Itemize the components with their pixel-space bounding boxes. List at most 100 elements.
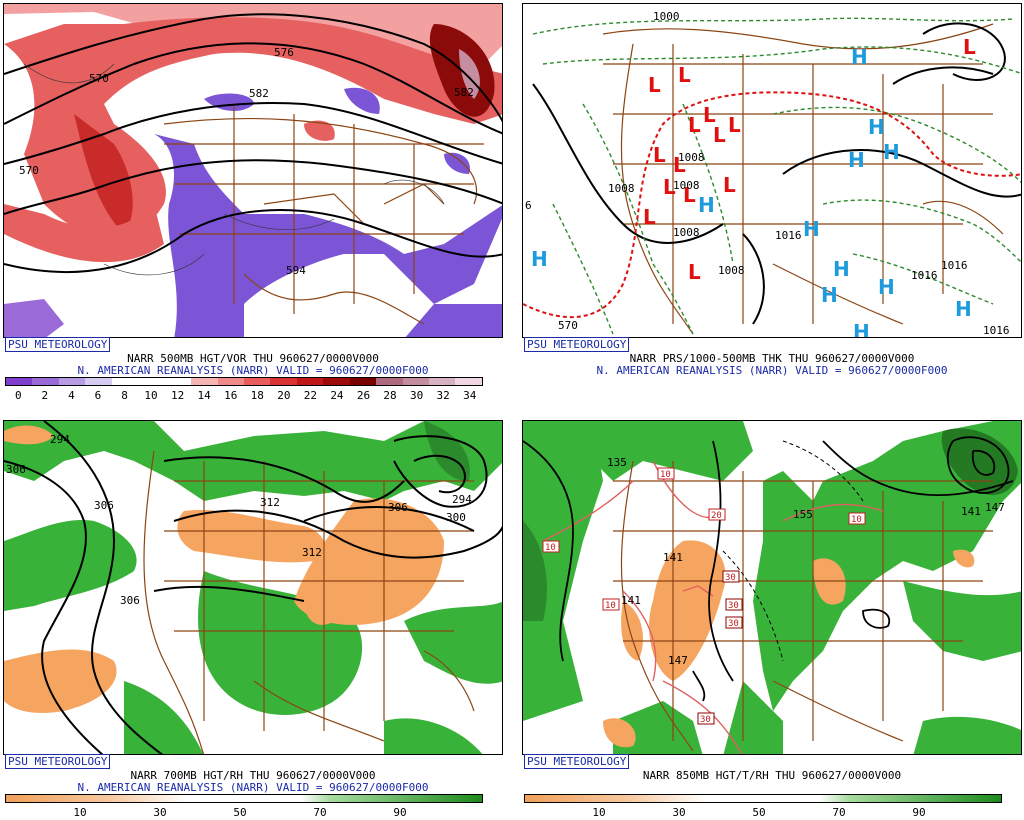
map-850mb-rh: 135 141 147 141 155 141 147 10 10 10 10 … bbox=[522, 420, 1022, 755]
contour-label: 147 bbox=[985, 501, 1005, 514]
vorticity-scale-label: 30 bbox=[409, 389, 424, 402]
high-pressure-marker: H bbox=[868, 115, 885, 139]
high-pressure-marker: H bbox=[931, 337, 948, 338]
high-pressure-marker: H bbox=[878, 275, 895, 299]
contour-label: 570 bbox=[89, 72, 109, 85]
vorticity-scale-label: 34 bbox=[463, 389, 477, 402]
vorticity-scale-swatch bbox=[243, 378, 271, 385]
map-700mb-rh: 294 306 306 312 312 306 306 300 294 bbox=[3, 420, 503, 755]
panel-500mb-vorticity: 570 576 582 570 594 582 PSU METEOROLOGY … bbox=[3, 3, 503, 403]
vorticity-scale-label: 22 bbox=[303, 389, 317, 402]
low-pressure-marker: L bbox=[663, 175, 676, 199]
low-pressure-marker: L bbox=[713, 123, 726, 147]
temperature-label: 30 bbox=[700, 715, 711, 725]
low-pressure-marker: L bbox=[643, 205, 656, 229]
temperature-label: 30 bbox=[728, 619, 739, 629]
contour-label: 1008 bbox=[673, 226, 700, 239]
contour-label: 570 bbox=[19, 164, 39, 177]
high-pressure-marker: H bbox=[955, 297, 972, 321]
vorticity-scale-label: 16 bbox=[224, 389, 238, 402]
vorticity-scale-swatch bbox=[217, 378, 244, 385]
rh-scale-label: 90 bbox=[912, 806, 926, 819]
temperature-label: 10 bbox=[660, 470, 671, 480]
rh-scale-label: 50 bbox=[233, 806, 247, 819]
rh-scale-label: 50 bbox=[752, 806, 766, 819]
temperature-label: 20 bbox=[711, 511, 722, 521]
contour-label: 582 bbox=[454, 86, 474, 99]
vorticity-scale-swatch bbox=[58, 378, 86, 385]
contour-label: 155 bbox=[793, 508, 813, 521]
vorticity-scale-label: 32 bbox=[436, 389, 450, 402]
contour-label: 312 bbox=[302, 546, 322, 559]
vorticity-scale-swatch bbox=[402, 378, 429, 385]
vorticity-scale-swatch bbox=[349, 378, 377, 385]
map-title: NARR 500MB HGT/VOR THU 960627/0000V000 bbox=[127, 352, 379, 365]
contour-label: 1016 bbox=[775, 229, 802, 242]
rh-scale-label: 30 bbox=[153, 806, 167, 819]
vorticity-scale-swatch bbox=[32, 378, 59, 385]
low-pressure-marker: L bbox=[703, 103, 716, 127]
vorticity-scale-swatch bbox=[323, 378, 350, 385]
high-pressure-marker: H bbox=[848, 148, 865, 172]
rh-scale-label: 70 bbox=[313, 806, 327, 819]
contour-label: 312 bbox=[260, 496, 280, 509]
vorticity-scale-swatch bbox=[138, 378, 165, 385]
high-pressure-marker: H bbox=[698, 193, 715, 217]
high-pressure-marker: H bbox=[851, 45, 868, 69]
low-pressure-marker: L bbox=[963, 35, 976, 59]
high-pressure-marker: H bbox=[833, 257, 850, 281]
map-thickness: L L L L L L L L L L L L L L H H H H bbox=[522, 3, 1022, 338]
vorticity-scale-swatch bbox=[164, 378, 192, 385]
rh-scale-label: 30 bbox=[672, 806, 686, 819]
rh-scale-labels: 10 30 50 70 90 bbox=[524, 806, 1002, 819]
rh850-map-graphic: 135 141 147 141 155 141 147 10 10 10 10 … bbox=[523, 421, 1021, 754]
contour-label: 1016 bbox=[941, 259, 968, 272]
temperature-label: 10 bbox=[545, 543, 556, 553]
vorticity-scale-swatch bbox=[6, 378, 33, 385]
contour-label: 141 bbox=[961, 505, 981, 518]
panel-thickness: L L L L L L L L L L L L L L H H H H bbox=[522, 3, 1022, 403]
temperature-label: 10 bbox=[851, 515, 862, 525]
vorticity-scale-swatch bbox=[376, 378, 403, 385]
contour-label: 1008 bbox=[673, 179, 700, 192]
contour-label: 570 bbox=[558, 319, 578, 332]
contour-label: 306 bbox=[120, 594, 140, 607]
psu-meteorology-logo: PSU METEOROLOGY bbox=[5, 754, 111, 769]
vorticity-scale-label: 4 bbox=[68, 389, 75, 402]
low-pressure-marker: L bbox=[723, 173, 736, 197]
high-pressure-marker: H bbox=[821, 283, 838, 307]
high-pressure-marker: H bbox=[883, 140, 900, 164]
rh-scale-label: 10 bbox=[592, 806, 606, 819]
contour-label: 306 bbox=[6, 463, 26, 476]
vorticity-color-scale bbox=[5, 377, 483, 386]
contour-label: 582 bbox=[249, 87, 269, 100]
contour-label: 306 bbox=[388, 501, 408, 514]
low-pressure-marker: L bbox=[653, 143, 666, 167]
psu-meteorology-logo: PSU METEOROLOGY bbox=[5, 337, 111, 352]
reanalysis-line: N. AMERICAN REANALYSIS (NARR) VALID = 96… bbox=[77, 781, 429, 794]
vorticity-scale-swatch bbox=[455, 378, 482, 385]
vorticity-scale-label: 24 bbox=[330, 389, 344, 402]
contour-label: 147 bbox=[668, 654, 688, 667]
reanalysis-line: N. AMERICAN REANALYSIS (NARR) VALID = 96… bbox=[77, 364, 429, 377]
vorticity-scale-label: 28 bbox=[383, 389, 397, 402]
temperature-label: 30 bbox=[725, 573, 736, 583]
vorticity-scale-label: 20 bbox=[277, 389, 291, 402]
contour-label: 1016 bbox=[911, 269, 938, 282]
high-pressure-marker: H bbox=[531, 247, 548, 271]
low-pressure-marker: L bbox=[688, 113, 701, 137]
contour-label: 1016 bbox=[983, 324, 1010, 337]
contour-label: 294 bbox=[452, 493, 472, 506]
rh-color-scale bbox=[5, 794, 483, 803]
contour-label: 135 bbox=[607, 456, 627, 469]
vorticity-scale-label: 0 bbox=[14, 389, 22, 402]
contour-label: 1008 bbox=[718, 264, 745, 277]
map-title: NARR PRS/1000-500MB THK THU 960627/0000V… bbox=[629, 352, 915, 365]
high-pressure-marker: H bbox=[698, 333, 715, 338]
thickness-map-graphic: L L L L L L L L L L L L L L H H H H bbox=[523, 10, 1021, 338]
vorticity-scale-swatch bbox=[429, 378, 456, 385]
temperature-label: 10 bbox=[605, 601, 616, 611]
vorticity-scale-swatch bbox=[270, 378, 297, 385]
rh700-map-graphic: 294 306 306 312 312 306 306 300 294 bbox=[4, 421, 502, 754]
vorticity-scale-label: 12 bbox=[170, 389, 185, 402]
